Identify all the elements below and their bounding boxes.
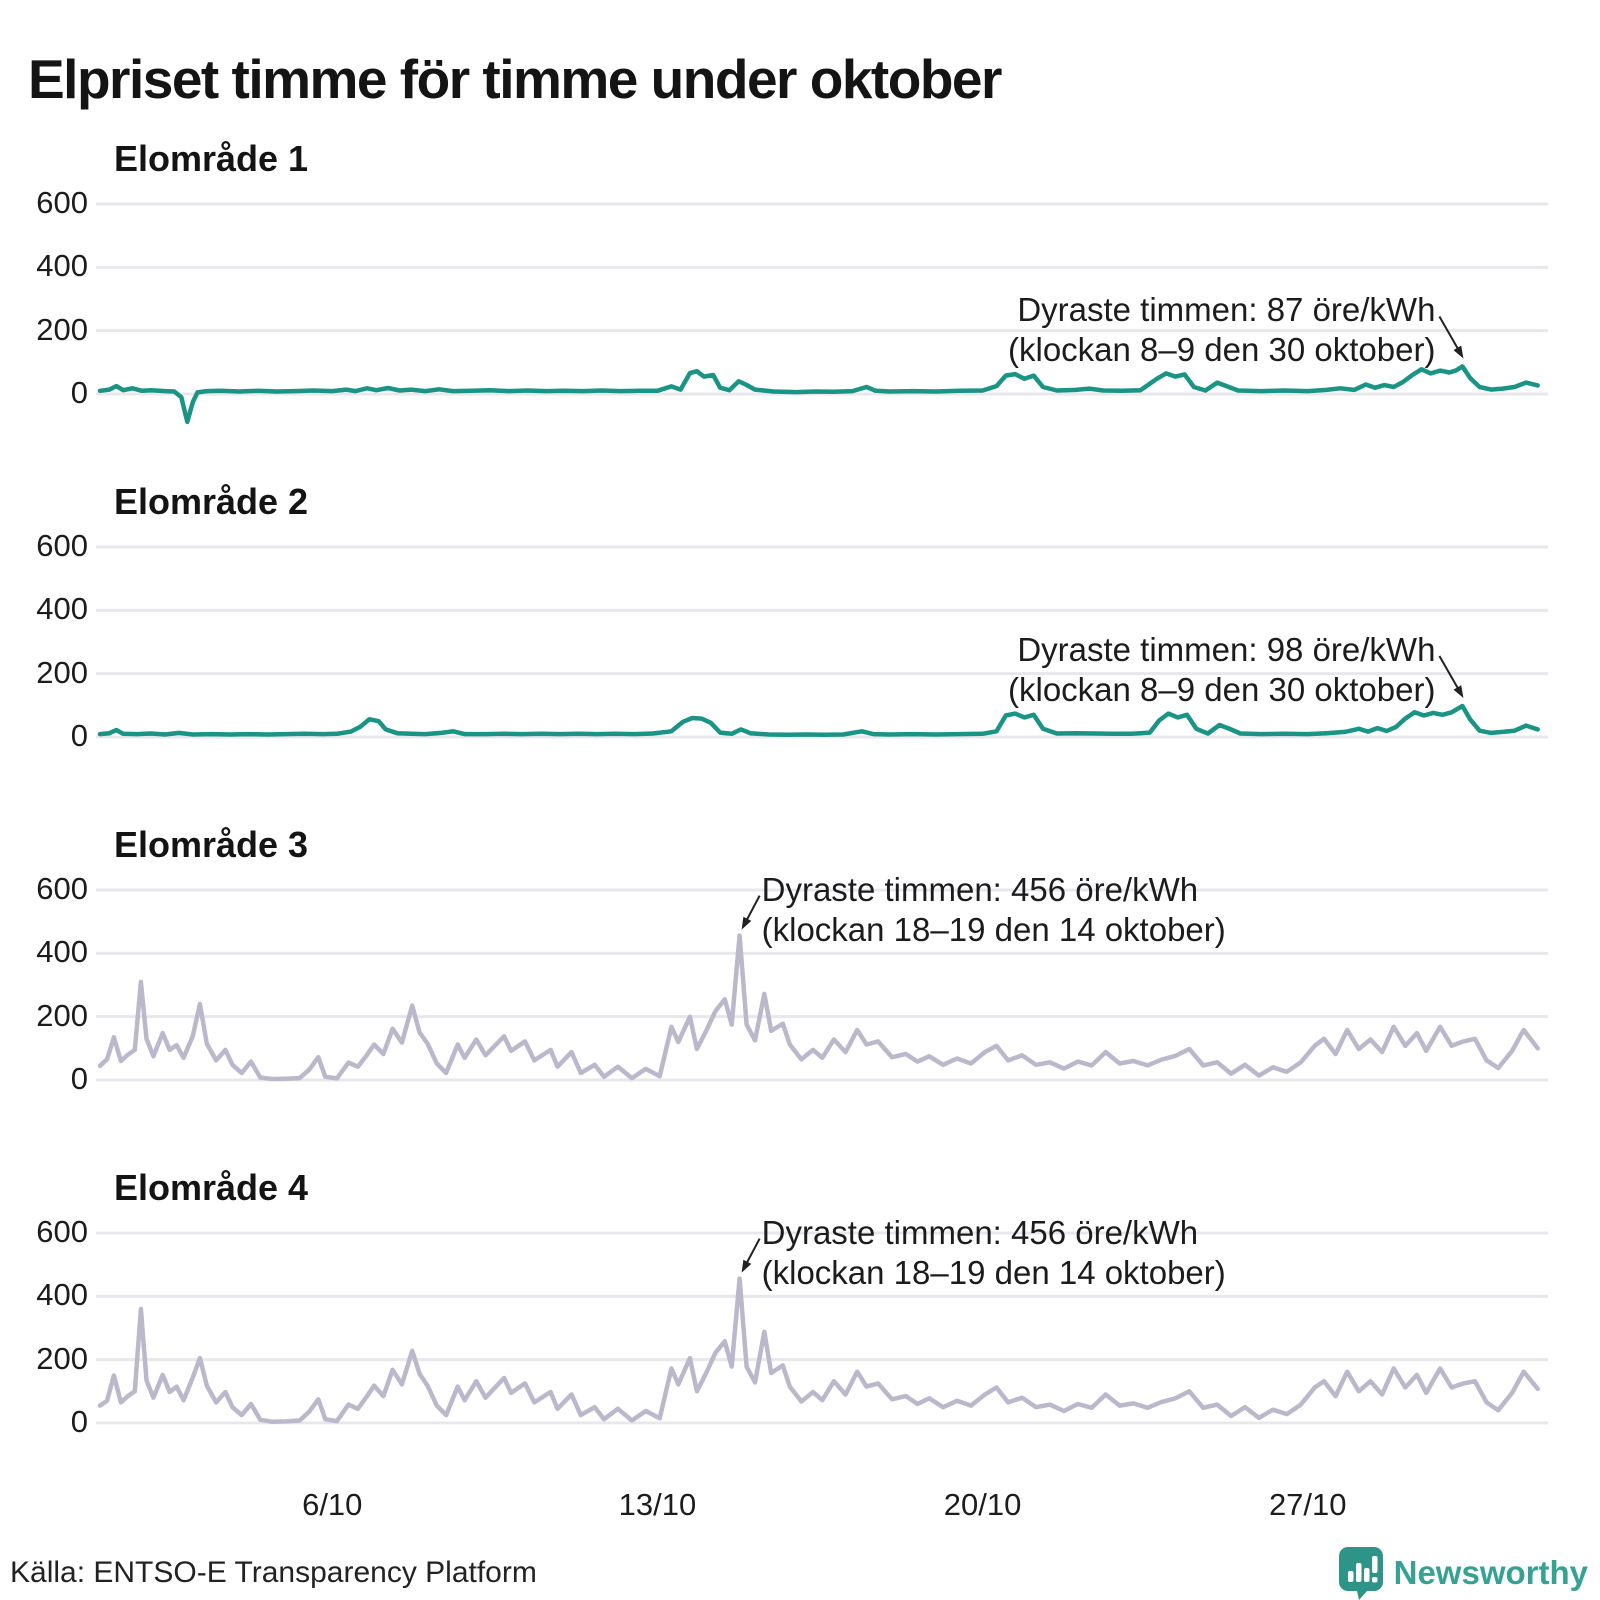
- x-tick-label: 6/10: [302, 1487, 363, 1522]
- annotation-max-price-2: Dyraste timmen: 98 öre/kWh (klockan 8–9 …: [1008, 630, 1435, 710]
- x-tick-label: 13/10: [618, 1487, 697, 1522]
- annotation-line-1: Dyraste timmen: 456 öre/kWh: [761, 870, 1199, 908]
- chart-title-elomrade-3: Elområde 3: [114, 823, 309, 865]
- y-tick-label: 200: [36, 311, 88, 347]
- annotation-max-price-1: Dyraste timmen: 87 öre/kWh (klockan 8–9 …: [1008, 290, 1435, 370]
- y-tick-label: 600: [36, 185, 88, 220]
- y-tick-label: 600: [36, 871, 88, 906]
- page-title: Elpriset timme för timme under oktober: [28, 47, 1002, 110]
- annotation-arrowhead: [741, 1259, 752, 1273]
- annotation-arrowhead: [1453, 685, 1464, 698]
- annotation-max-price-4: Dyraste timmen: 456 öre/kWh (klockan 18–…: [762, 1213, 1226, 1293]
- annotation-arrowhead: [741, 916, 752, 930]
- y-tick-label: 0: [70, 375, 88, 410]
- y-tick-label: 400: [36, 248, 88, 284]
- price-line: [97, 364, 1540, 425]
- chart-title-elomrade-2: Elområde 2: [114, 480, 309, 522]
- y-tick-label: 200: [36, 654, 88, 690]
- y-tick-label: 400: [36, 1277, 88, 1313]
- y-tick-label: 600: [36, 528, 88, 563]
- source-note: Källa: ENTSO-E Transparency Platform: [10, 1556, 537, 1589]
- price-line: [97, 1276, 1540, 1424]
- y-tick-label: 0: [70, 718, 88, 753]
- annotation-line-1: Dyraste timmen: 456 öre/kWh: [761, 1213, 1199, 1251]
- annotation-arrowhead: [1453, 345, 1464, 359]
- price-line: [97, 703, 1540, 738]
- chart-title-elomrade-1: Elområde 1: [114, 137, 309, 179]
- y-tick-label: 200: [36, 1340, 88, 1376]
- annotation-max-price-3: Dyraste timmen: 456 öre/kWh (klockan 18–…: [762, 870, 1226, 950]
- chart-title-elomrade-4: Elområde 4: [114, 1166, 309, 1208]
- y-tick-label: 0: [70, 1061, 88, 1096]
- y-tick-label: 400: [36, 934, 88, 970]
- annotation-line-2: (klockan 8–9 den 30 oktober): [1008, 670, 1436, 708]
- x-tick-label: 20/10: [943, 1487, 1022, 1522]
- annotation-line-2: (klockan 8–9 den 30 oktober): [1008, 331, 1436, 369]
- annotation-arrow: [744, 895, 761, 924]
- annotation-arrow: [1438, 655, 1461, 693]
- annotation-arrow: [744, 1238, 761, 1267]
- annotation-line-2: (klockan 18–19 den 14 oktober): [761, 1253, 1226, 1291]
- annotation-arrow: [1438, 315, 1461, 353]
- price-line: [97, 933, 1540, 1082]
- y-tick-label: 600: [36, 1214, 88, 1249]
- y-tick-label: 200: [36, 997, 88, 1033]
- newsworthy-icon: [1338, 1547, 1383, 1600]
- annotation-line-1: Dyraste timmen: 98 öre/kWh: [1017, 630, 1436, 668]
- y-tick-label: 400: [36, 591, 88, 627]
- newsworthy-logo: Newsworthy: [1338, 1546, 1588, 1600]
- newsworthy-wordmark: Newsworthy: [1393, 1554, 1588, 1591]
- annotation-line-2: (klockan 18–19 den 14 oktober): [761, 910, 1226, 948]
- y-tick-label: 0: [70, 1404, 88, 1439]
- annotation-line-1: Dyraste timmen: 87 öre/kWh: [1017, 291, 1436, 329]
- x-tick-label: 27/10: [1268, 1487, 1347, 1522]
